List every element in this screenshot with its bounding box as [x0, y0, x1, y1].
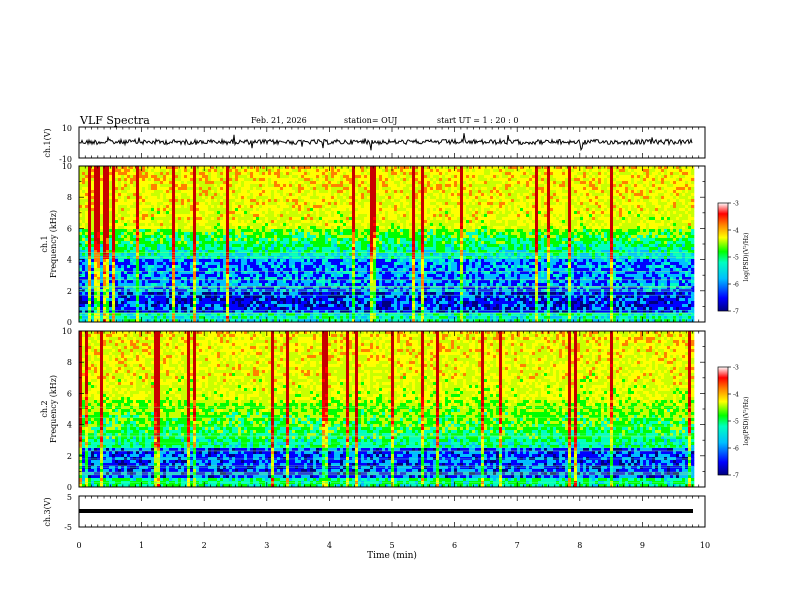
ch1-spectrogram-image	[79, 166, 694, 322]
colorbar-tick-label: -4	[733, 392, 739, 399]
colorbar-tick-label: -7	[733, 309, 739, 316]
y-tick-label: 6	[67, 389, 72, 398]
y-tick-label: 8	[67, 358, 72, 367]
ch1-ytick-top: 10	[62, 124, 72, 133]
y-tick-label: 4	[67, 421, 72, 430]
ch3-ytick-top: 5	[67, 493, 72, 502]
colorbar-tick-label: -7	[733, 473, 739, 480]
x-tick-label: 3	[264, 541, 269, 550]
ch2-colorbar	[718, 367, 728, 475]
x-tick-label: 10	[700, 541, 710, 550]
y-tick-label: 8	[67, 193, 72, 202]
y-tick-label: 10	[62, 327, 72, 336]
x-tick-label: 8	[577, 541, 582, 550]
y-tick-label: 2	[67, 452, 72, 461]
ch2-spectrogram-image	[79, 331, 694, 487]
ch1-colorbar	[718, 203, 728, 311]
ch2-spectrogram-ylabel-line2: Frequency (kHz)	[49, 375, 58, 443]
x-axis-tick-labels: 0 1 2 3 4 5 6 7 8 9 10	[76, 541, 710, 550]
colorbar-tick-label: -6	[733, 446, 739, 453]
colorbar-tick-label: -5	[733, 419, 739, 426]
colorbar-tick-label: -5	[733, 255, 739, 262]
y-tick-label: 6	[67, 224, 72, 233]
x-tick-label: 7	[515, 541, 520, 550]
y-tick-label: 4	[67, 256, 72, 265]
colorbar-tick-label: -4	[733, 228, 739, 235]
x-tick-label: 6	[452, 541, 457, 550]
ch1-spectrogram-ylabel-line1: ch.1	[40, 235, 49, 252]
colorbar-tick-label: -3	[733, 201, 739, 208]
x-tick-label: 5	[389, 541, 394, 550]
x-tick-label: 1	[139, 541, 144, 550]
ch2-spectrogram-ylabel-line1: ch.2	[40, 400, 49, 417]
ch2-colorbar-label: log(PSD)(V²/Hz)	[743, 397, 750, 446]
ch3-waveform-panel: 5 -5 ch.3(V)	[43, 493, 705, 532]
x-axis-label: Time (min)	[367, 550, 417, 561]
y-tick-label: 2	[67, 287, 72, 296]
x-tick-label: 4	[327, 541, 332, 550]
y-tick-label: 0	[67, 318, 72, 327]
x-tick-label: 2	[202, 541, 207, 550]
colorbar-tick-label: -3	[733, 365, 739, 372]
ch1-spectrogram-ylabel-line2: Frequency (kHz)	[49, 210, 58, 278]
x-tick-label: 0	[76, 541, 81, 550]
y-tick-label: 0	[67, 483, 72, 492]
ch3-ytick-bottom: -5	[64, 523, 72, 532]
ch1-waveform-panel: 10 -10 ch.1(V)	[43, 124, 705, 164]
y-tick-label: 10	[62, 162, 72, 171]
ch1-waveform-ylabel: ch.1(V)	[43, 128, 52, 157]
ch3-waveform-ylabel: ch.3(V)	[43, 497, 52, 526]
x-tick-label: 9	[640, 541, 645, 550]
ch1-colorbar-label: log(PSD)(V²/Hz)	[743, 233, 750, 282]
colorbar-tick-label: -6	[733, 282, 739, 289]
